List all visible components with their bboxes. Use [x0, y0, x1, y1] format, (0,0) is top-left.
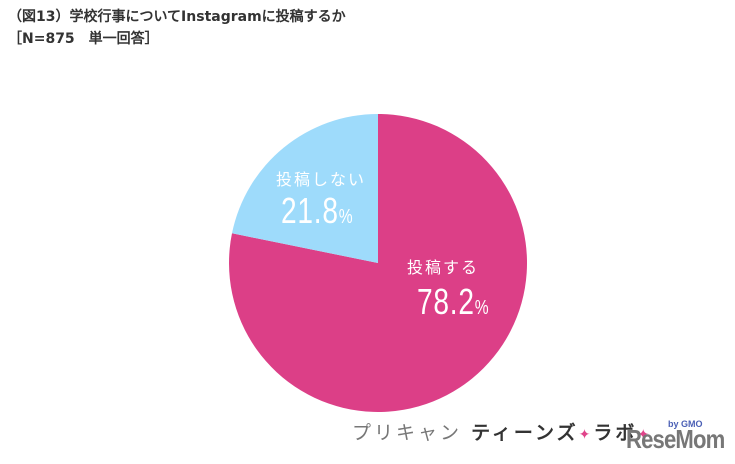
slice-post — [229, 114, 528, 413]
chart-subtitle: ［N=875 単一回答］ — [8, 31, 159, 47]
slice-value-not-post: 21.8% — [281, 190, 354, 231]
resemom-watermark: ReseMom — [626, 424, 725, 454]
slice-value-post: 78.2% — [417, 281, 490, 322]
star-icon: ✦ — [578, 427, 594, 443]
slice-label-not-post: 投稿しない — [276, 170, 367, 189]
slice-not-post — [232, 114, 378, 263]
gmo-logo: by GMO — [668, 419, 703, 429]
chart-title: （図13）学校行事についてInstagramに投稿するか — [8, 9, 346, 25]
slice-label-post: 投稿する — [407, 258, 480, 277]
star-icon: ✦ — [637, 427, 653, 443]
brand-logo: プリキャン ティーンズ✦ラボ✦ — [352, 422, 653, 444]
